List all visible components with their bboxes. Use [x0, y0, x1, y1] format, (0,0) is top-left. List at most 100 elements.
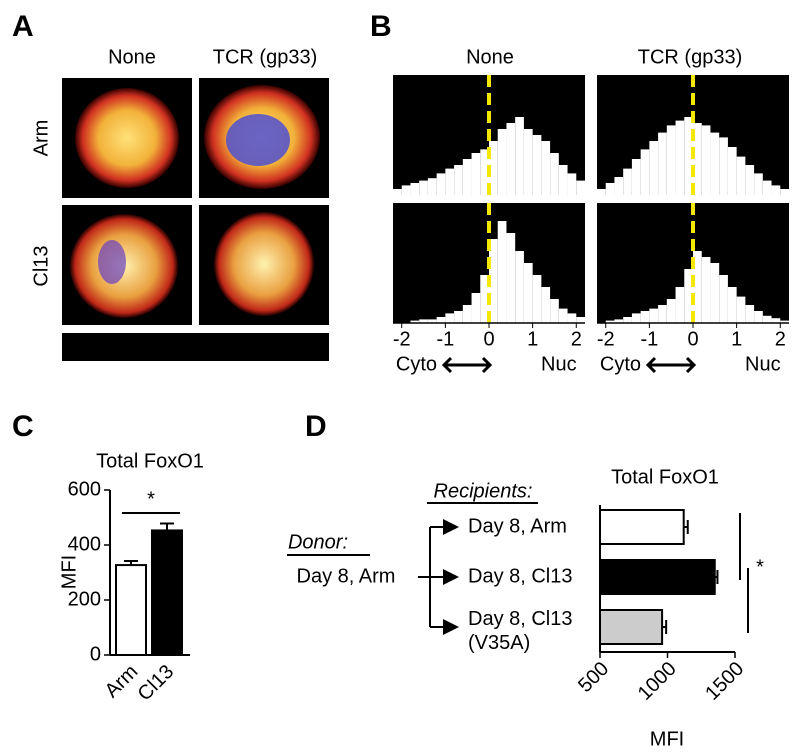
histogram-bar [410, 183, 420, 195]
chart-title: Total FoxO1 [611, 466, 719, 488]
histogram-bar [462, 305, 472, 323]
column-header: TCR (gp33) [638, 46, 742, 68]
histogram-bar [558, 165, 568, 195]
histogram-bar [550, 299, 559, 323]
histogram-bar [780, 189, 789, 195]
row-header: Cl13 [30, 245, 52, 286]
histogram-bar [614, 319, 624, 323]
histogram-bar [401, 185, 411, 195]
histogram-bar [532, 135, 542, 195]
x-tick-label: 1 [731, 328, 742, 350]
histogram-bar [762, 315, 772, 323]
x-tick-label: -2 [597, 328, 615, 350]
x-tick-label: 2 [571, 328, 582, 350]
histogram-bar [523, 129, 533, 195]
histogram-bar [576, 317, 585, 323]
histogram-bar [471, 293, 481, 323]
direction-arrow [441, 356, 493, 374]
histogram-bar [558, 308, 568, 323]
histogram-bar [666, 299, 676, 323]
y-tick-label: 600 [68, 478, 101, 500]
histogram-bar [410, 320, 420, 323]
x-tick-label: 1500 [701, 658, 748, 705]
histogram-bar [623, 317, 632, 323]
histogram-bar [693, 251, 702, 323]
histogram-bar [419, 319, 428, 323]
stain-legend: THY1.1 [68, 336, 136, 358]
panel-a-images [62, 78, 329, 361]
x-tick-label: 1000 [634, 658, 681, 705]
histogram-bar [515, 251, 524, 323]
histogram-bar [489, 239, 498, 323]
histogram-bar [419, 180, 428, 195]
histogram-bar [658, 305, 667, 323]
histogram-bar [649, 308, 659, 323]
x-tick-label: 2 [775, 328, 786, 350]
error-bar [160, 522, 174, 531]
histogram-bar [506, 233, 516, 323]
histogram-bar [745, 165, 755, 195]
histogram-bar [454, 165, 463, 195]
histogram-bar [666, 125, 676, 195]
panel-label: A [12, 10, 34, 43]
similarity-value: 1.42 [401, 111, 440, 133]
similarity-value: 1.40 [605, 239, 644, 261]
error-bar [683, 520, 689, 534]
histogram-bar [489, 141, 498, 195]
histogram-bar [771, 318, 781, 323]
histogram-bar [719, 275, 728, 323]
histogram-bar [427, 178, 437, 195]
histogram-bar [727, 147, 737, 195]
histogram-bar [614, 177, 624, 195]
y-tick-label: 400 [68, 533, 101, 555]
histogram-bar [605, 183, 615, 195]
histogram-bar [436, 173, 446, 195]
histogram-bar [506, 123, 516, 195]
histogram-bar [762, 180, 772, 195]
histogram-bar [675, 120, 685, 195]
stain-legend: FOXO1 [236, 336, 304, 358]
histogram-bar [710, 263, 720, 323]
histogram-bar [745, 305, 755, 323]
x-axis-label: Nuc [745, 353, 781, 375]
direction-arrow [645, 356, 697, 374]
histogram-bar [393, 189, 402, 195]
similarity-label: Sim.= [605, 213, 657, 235]
category-label: Day 8, Cl13 (V35A) [468, 608, 573, 654]
column-header: TCR (gp33) [213, 46, 317, 68]
histogram-bar [497, 129, 507, 195]
stain-legend: DAPI [168, 336, 216, 358]
histogram-bar [597, 189, 606, 195]
x-tick-label: -1 [436, 328, 454, 350]
histogram-bar [471, 153, 481, 195]
histogram-bar [780, 320, 789, 323]
panel-label: D [305, 410, 327, 443]
x-tick-label: 500 [574, 658, 613, 697]
similarity-label: Sim.= [401, 213, 453, 235]
histogram-bar [515, 117, 524, 195]
chart-title: Total FoxO1 [96, 450, 204, 472]
histogram-bar [701, 257, 711, 323]
bar [115, 564, 147, 657]
x-tick-label: 1 [527, 328, 538, 350]
similarity-label: Sim.= [401, 85, 453, 107]
histogram-bar [427, 319, 437, 323]
error-bar [662, 620, 668, 634]
histogram-bar [541, 287, 551, 323]
category-label: Day 8, Arm [468, 515, 567, 537]
histogram-bar [693, 123, 702, 195]
histogram-bar [701, 125, 711, 195]
histogram-bar [445, 168, 455, 195]
histogram-bar [480, 149, 489, 195]
histogram-bar [462, 159, 472, 195]
bar [599, 509, 685, 545]
x-tick-label: Arm [101, 661, 142, 702]
histogram-bar [623, 168, 632, 195]
histogram-bar [541, 141, 551, 195]
histogram-bar [754, 173, 763, 195]
histogram-bar [684, 269, 693, 323]
histogram-bar [454, 311, 463, 323]
x-axis-label: Cyto [396, 353, 437, 375]
x-axis-label: MFI [650, 728, 684, 750]
